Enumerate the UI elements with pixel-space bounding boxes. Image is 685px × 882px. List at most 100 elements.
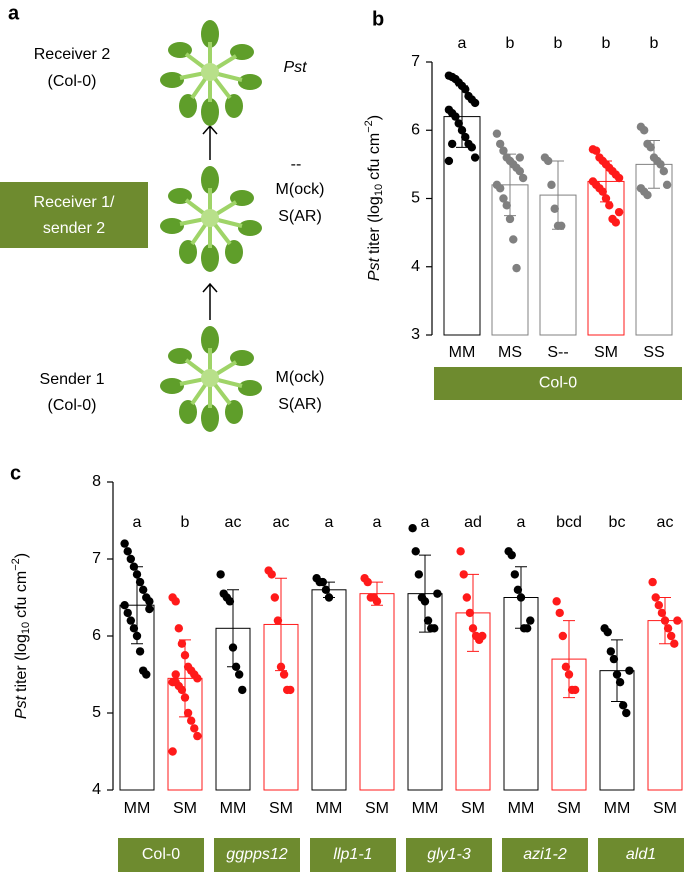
data-point xyxy=(171,670,180,679)
data-point xyxy=(611,218,621,227)
y-tick-label: 7 xyxy=(92,550,101,567)
data-point xyxy=(126,554,136,564)
significance-letter: a xyxy=(325,514,334,531)
significance-letter: a xyxy=(133,514,142,531)
significance-letter: ac xyxy=(225,514,242,531)
x-tick-label: SM xyxy=(365,800,389,817)
data-point xyxy=(666,631,676,641)
panel-a: a Receiver 2 (Col-0) Pst Receiver 1/ sen… xyxy=(0,2,325,434)
y-axis-label-part: 10 xyxy=(20,622,32,634)
data-point xyxy=(558,631,568,641)
data-point xyxy=(663,624,673,633)
group-box xyxy=(598,838,684,872)
plant xyxy=(158,324,264,434)
data-point xyxy=(598,187,607,196)
data-point xyxy=(550,204,559,213)
label-box xyxy=(0,182,148,248)
significance-letter: ac xyxy=(273,514,290,531)
group-label: gly1-3 xyxy=(427,846,471,863)
group-box xyxy=(502,838,588,872)
error-bar xyxy=(552,160,564,230)
data-point xyxy=(123,547,132,556)
data-point xyxy=(561,662,571,671)
data-point xyxy=(451,112,460,121)
x-tick-label: MM xyxy=(449,344,476,361)
error-bar xyxy=(659,597,671,645)
data-point xyxy=(138,585,148,594)
bar xyxy=(647,620,683,791)
group-box xyxy=(434,367,682,400)
error-bar xyxy=(456,85,468,148)
data-point xyxy=(557,221,566,230)
significance-letter: a xyxy=(373,514,382,531)
data-point xyxy=(552,597,561,606)
arrows xyxy=(202,124,218,320)
data-point xyxy=(270,593,280,602)
significance-letter: b xyxy=(602,35,611,52)
y-tick-label: 4 xyxy=(92,781,101,798)
x-tick-label: SS xyxy=(643,344,664,361)
data-point xyxy=(145,597,154,606)
data-point xyxy=(499,194,508,203)
y-axis-label-part: ) xyxy=(13,553,30,558)
label: S(AR) xyxy=(278,396,322,413)
data-point xyxy=(462,593,472,602)
data-point xyxy=(510,570,520,579)
data-point xyxy=(177,639,187,648)
x-tick-label: S-- xyxy=(547,344,568,361)
data-point xyxy=(193,674,202,683)
label: M(ock) xyxy=(276,181,325,198)
data-point xyxy=(509,235,518,244)
data-point xyxy=(216,570,225,579)
error-bar xyxy=(419,554,431,633)
error-bar xyxy=(227,589,239,668)
data-point xyxy=(470,153,480,162)
data-point xyxy=(555,608,564,618)
data-point xyxy=(318,577,328,587)
data-point xyxy=(614,173,624,183)
x-tick-label: SM xyxy=(173,800,197,817)
label: (Col-0) xyxy=(48,73,97,90)
data-point xyxy=(135,647,145,656)
error-bar xyxy=(275,577,287,672)
data-point xyxy=(513,585,523,594)
data-point xyxy=(625,666,634,675)
data-point xyxy=(507,550,516,560)
data-point xyxy=(499,146,508,155)
y-axis-label-part: Pst xyxy=(13,695,30,719)
group-label: ald1 xyxy=(626,846,656,863)
panel-label: b xyxy=(372,8,384,30)
data-point xyxy=(518,173,528,183)
data-point xyxy=(129,624,139,633)
group-label: llp1-1 xyxy=(333,846,372,863)
data-point xyxy=(430,624,439,633)
significance-letter: a xyxy=(421,514,430,531)
y-axis-label-part: titer (log xyxy=(366,196,383,254)
error-bar xyxy=(648,139,660,189)
data-point xyxy=(495,139,505,149)
significance-letter: a xyxy=(517,514,526,531)
data-point xyxy=(454,119,463,128)
data-point xyxy=(126,616,136,625)
data-point xyxy=(286,685,295,695)
data-point xyxy=(238,685,247,695)
label: M(ock) xyxy=(276,369,325,386)
bar xyxy=(359,593,395,791)
data-point xyxy=(591,146,601,155)
data-point xyxy=(177,685,187,695)
y-tick-label: 3 xyxy=(411,326,420,343)
group-box xyxy=(310,838,396,872)
data-point xyxy=(646,143,655,152)
group-box xyxy=(118,838,204,872)
data-point xyxy=(135,577,145,587)
data-point xyxy=(225,597,235,606)
data-point xyxy=(522,624,532,633)
data-point xyxy=(478,631,487,641)
data-point xyxy=(414,570,424,579)
data-point xyxy=(547,180,556,190)
data-point xyxy=(515,153,525,162)
significance-letter: a xyxy=(458,35,467,52)
y-tick-label: 4 xyxy=(411,258,420,275)
label: S(AR) xyxy=(278,208,322,225)
y-axis-label-part: −2 xyxy=(10,558,22,571)
